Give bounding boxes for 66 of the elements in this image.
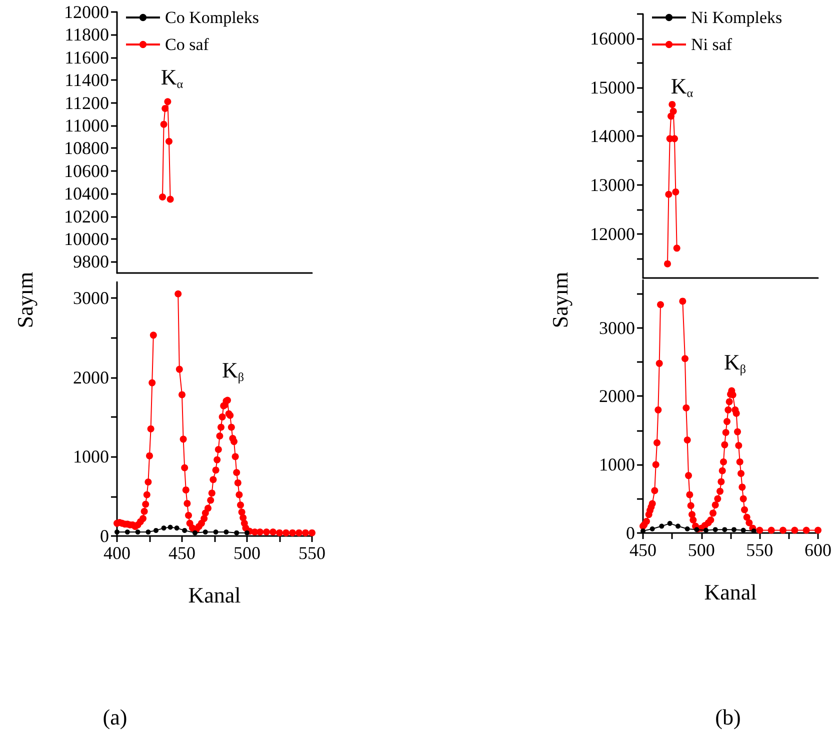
y-tick-label: 13000: [590, 175, 635, 196]
legend-label: Ni Kompleks: [691, 8, 782, 27]
point: [659, 524, 664, 529]
point: [166, 196, 174, 203]
point: [722, 527, 728, 532]
y-tick-label: 9800: [73, 252, 109, 272]
x-tick-label: 500: [688, 540, 715, 560]
point: [672, 188, 680, 196]
y-tick-label: 11000: [64, 115, 109, 136]
legend-label: Co Kompleks: [165, 8, 259, 27]
y-tick-label: 10200: [64, 206, 109, 226]
point: [164, 98, 172, 106]
y-tick-label: 1000: [599, 454, 635, 475]
y-tick-label: 0: [100, 526, 109, 546]
y-tick-label: 14000: [590, 126, 635, 146]
point: [670, 108, 677, 115]
point: [162, 104, 169, 112]
point: [732, 527, 736, 532]
y-axis-title: Sayım: [12, 272, 38, 328]
text: (b): [715, 704, 741, 730]
text: (a): [102, 704, 128, 730]
x-axis-title: Kanal: [704, 580, 757, 604]
point: [668, 100, 676, 108]
point: [704, 528, 708, 533]
y-tick-label: 10400: [64, 184, 109, 204]
y-tick-label: 11400: [64, 70, 109, 90]
point: [712, 527, 718, 532]
y-tick-label: 10600: [64, 160, 109, 181]
y-tick-label: 2000: [73, 367, 109, 388]
point: [671, 135, 678, 142]
y-tick-label: 16000: [590, 28, 635, 48]
point: [664, 260, 671, 268]
legend-label: Co saf: [165, 35, 210, 54]
x-tick-label: 450: [168, 543, 196, 563]
y-tick-label: 12000: [590, 224, 635, 244]
y-tick-label: 10000: [64, 228, 109, 249]
point: [650, 526, 655, 532]
x-tick-label: 450: [630, 540, 656, 560]
x-tick-label: 600: [804, 540, 832, 560]
point: [166, 138, 172, 145]
x-tick-label: 550: [298, 543, 326, 563]
point: [676, 524, 680, 529]
y-tick-label: 1000: [73, 446, 109, 467]
y-tick-label: 15000: [590, 77, 635, 98]
y-tick-label: 0: [626, 523, 635, 543]
x-tick-label: 550: [746, 540, 774, 560]
x-axis-title: Kanal: [188, 582, 241, 608]
point: [673, 244, 680, 252]
legend-label: Ni saf: [691, 35, 732, 54]
point: [159, 193, 166, 200]
y-tick-label: 11600: [64, 47, 109, 68]
y-tick-label: 2000: [599, 386, 635, 406]
y-tick-label: 11200: [64, 92, 109, 113]
point: [160, 120, 168, 128]
y-tick-label: 12000: [64, 2, 109, 22]
point: [665, 190, 672, 198]
point: [740, 528, 746, 533]
y-tick-label: 3000: [599, 318, 635, 338]
y-tick-label: 11800: [64, 24, 109, 45]
x-tick-label: 500: [234, 543, 260, 563]
y-axis-title: Sayım: [548, 272, 572, 328]
point: [684, 526, 690, 532]
x-tick-label: 400: [104, 543, 130, 563]
point: [667, 520, 672, 526]
y-tick-label: 3000: [73, 288, 109, 308]
y-tick-label: 10800: [64, 138, 109, 158]
